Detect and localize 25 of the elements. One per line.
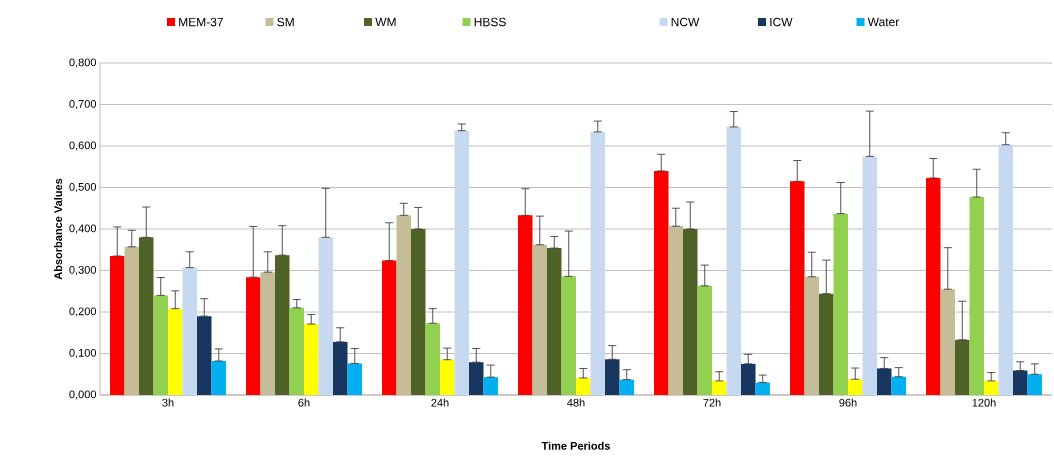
legend-label: WM (375, 17, 396, 27)
y-tick-label: 0,800 (69, 58, 97, 68)
y-tick-label: 0,000 (69, 390, 97, 400)
x-tick-label: 120h (972, 398, 996, 407)
legend-label: ICW (770, 17, 793, 27)
x-tick-label: 6h (298, 398, 310, 407)
x-tick-label: 24h (431, 398, 449, 407)
y-tick-label: 0,400 (69, 224, 97, 234)
y-tick-label: 0,600 (69, 141, 97, 151)
x-tick-label: 48h (567, 398, 585, 407)
y-tick-label: 0,500 (69, 182, 97, 193)
x-axis-title: Time Periods (541, 441, 610, 450)
legend-label: MEM-37 (179, 17, 223, 27)
y-tick-label: 0,100 (69, 348, 97, 359)
legend-label: HBSS (474, 17, 506, 27)
y-tick-label: 0,200 (69, 307, 97, 317)
x-tick-label: 96h (839, 398, 857, 407)
legend-label: NCW (671, 17, 700, 27)
x-tick-label: 3h (162, 398, 174, 407)
y-axis-title: Absorbance Values (54, 178, 63, 280)
legend-label: SM (277, 17, 294, 27)
y-tick-label: 0,700 (69, 99, 97, 110)
legend-label: Water (867, 17, 900, 27)
x-tick-label: 72h (703, 398, 721, 407)
y-tick-label: 0,300 (69, 265, 97, 276)
